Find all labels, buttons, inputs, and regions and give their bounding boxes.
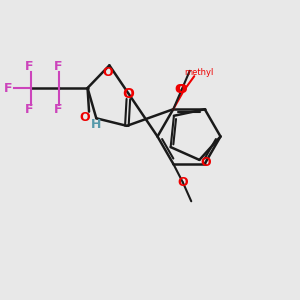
Text: O: O: [176, 83, 187, 96]
Text: O: O: [201, 156, 211, 169]
Text: F: F: [53, 60, 62, 73]
Text: O: O: [103, 66, 113, 79]
Text: O: O: [174, 82, 184, 96]
Text: F: F: [25, 60, 34, 73]
Text: F: F: [53, 103, 62, 116]
Text: H: H: [92, 118, 102, 131]
Text: O: O: [79, 111, 90, 124]
Text: F: F: [25, 103, 34, 116]
Text: O: O: [178, 176, 188, 189]
Text: O: O: [122, 87, 134, 101]
Text: methyl: methyl: [184, 68, 213, 77]
Text: F: F: [4, 82, 12, 94]
